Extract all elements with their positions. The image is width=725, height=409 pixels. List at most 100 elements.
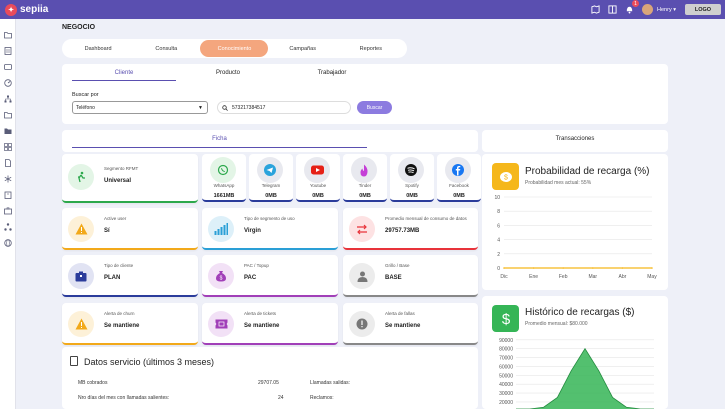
page-title: NEGOCIO <box>62 24 96 31</box>
gauge-icon[interactable] <box>4 79 12 87</box>
tab-reportes[interactable]: Reportes <box>359 45 382 52</box>
data-point <box>621 267 624 269</box>
card-alerta-fallas: Alerta de fallas Se mantiene <box>343 303 478 345</box>
search-by-label: Buscar por <box>72 92 99 98</box>
app-name: Telegram <box>261 183 281 188</box>
series-line <box>516 347 654 409</box>
datos-row-label: Nro días del mes con llamadas salientes: <box>78 395 170 401</box>
brand[interactable]: ✦ sepiia <box>5 3 48 16</box>
historico-recargas-card: $ Histórico de recargas ($) Promedio men… <box>482 296 668 409</box>
tab-transacciones[interactable]: Transacciones <box>555 136 595 142</box>
youtube-icon <box>304 157 330 183</box>
user-icon <box>349 263 375 289</box>
grid-icon[interactable] <box>4 143 12 151</box>
avatar[interactable] <box>642 4 654 15</box>
signal-bars-icon <box>208 216 234 242</box>
card-label: Alerta de tickets <box>244 311 277 316</box>
y-tick-label: 20000 <box>499 400 513 406</box>
search-type-select[interactable]: Teléfono ▼ <box>72 101 208 114</box>
y-tick-label: 90000 <box>499 338 513 344</box>
tab-dashboard[interactable]: Dashboard <box>84 45 112 52</box>
building-icon[interactable] <box>4 191 12 199</box>
card-value: Universal <box>104 178 132 184</box>
tab-ficha[interactable]: Ficha <box>72 136 367 148</box>
bell-icon[interactable]: 1 <box>625 0 640 14</box>
svg-text:$: $ <box>504 174 508 181</box>
globe-icon[interactable] <box>4 239 12 247</box>
card-value: Virgin <box>244 228 261 234</box>
folder-icon[interactable] <box>4 31 12 39</box>
tab-consulta[interactable]: Consulta <box>155 45 178 52</box>
card-label: Alerta de churn <box>104 311 135 316</box>
tab-conocimiento[interactable]: Conocimiento <box>200 40 269 57</box>
snowflake-icon[interactable] <box>4 175 12 183</box>
subtab-producto[interactable]: Producto <box>215 70 240 76</box>
app-whatsapp: WhatsApp 1661MB <box>202 154 246 202</box>
probabilidad-chart: 0 2 4 6 8 10 Dic Ene Feb Mar Abr May <box>494 195 657 280</box>
hierarchy-icon[interactable] <box>4 95 12 103</box>
app-youtube: Youtube 0MB <box>296 154 340 202</box>
svg-text:$: $ <box>220 276 223 282</box>
datos-row-right-label: Reclamos: <box>310 395 334 401</box>
datos-row-right-label: Llamadas salidas: <box>310 380 351 386</box>
network-icon[interactable] <box>4 223 12 231</box>
folder-open-icon[interactable] <box>4 111 12 119</box>
y-tick-label: 70000 <box>499 356 513 362</box>
notification-badge: 1 <box>632 0 640 7</box>
chart-title: Histórico de recargas ($) <box>525 307 635 318</box>
app-value: 1661MB <box>213 193 235 199</box>
search-button[interactable]: Buscar <box>357 101 392 114</box>
user-menu[interactable]: Henry ▾ <box>657 6 676 13</box>
x-tick-label: Ene <box>529 274 538 280</box>
map-icon[interactable] <box>591 5 600 14</box>
card-tipo-segmento-uso: Tipo de segmento de uso Virgin <box>202 208 338 250</box>
card-value: Se mantiene <box>244 323 280 329</box>
x-tick-label: Abr <box>619 274 627 280</box>
box-icon <box>68 263 94 289</box>
chart-subtitle: Promedio mensual: $80.000 <box>525 321 588 327</box>
app-name: Spotify <box>405 183 419 188</box>
subtab-trabajador[interactable]: Trabajador <box>317 70 347 76</box>
chevron-down-icon: ▼ <box>198 105 203 111</box>
transfer-arrows-icon <box>349 216 375 242</box>
app-spotify: Spotify 0MB <box>390 154 434 202</box>
data-point <box>532 267 535 269</box>
app-facebook: Facebook 0MB <box>437 154 481 202</box>
y-tick-label: 0 <box>497 266 500 272</box>
document-icon <box>70 356 78 366</box>
app-tinder: Tinder 0MB <box>343 154 387 202</box>
card-tipo-cliente: Tipo de cliente PLAN <box>62 255 198 297</box>
list-icon[interactable] <box>4 47 12 55</box>
series-area <box>516 348 654 409</box>
data-point <box>503 267 505 269</box>
data-point <box>651 267 653 269</box>
facebook-icon <box>445 157 471 183</box>
card-value: BASE <box>385 275 402 281</box>
document-icon[interactable] <box>4 159 12 167</box>
y-tick-label: 30000 <box>499 391 513 397</box>
app-name: Facebook <box>449 183 469 188</box>
archive-icon[interactable] <box>4 127 12 135</box>
warning-icon <box>68 311 94 337</box>
card-value: Sí <box>104 228 110 234</box>
phone-input[interactable]: 573217384517 <box>217 101 351 114</box>
coin-icon: $ <box>492 163 519 190</box>
book-icon[interactable] <box>608 5 617 14</box>
card-promedio-consumo-datos: Promedio mensual de consumo de datos 297… <box>343 208 478 250</box>
app-name: Youtube <box>309 183 327 188</box>
data-point <box>562 267 564 269</box>
svg-text:$: $ <box>501 311 510 327</box>
subtab-cliente[interactable]: Cliente <box>72 70 176 81</box>
historico-chart: 20000 30000 40000 50000 60000 70000 80000 90000 <box>499 338 654 409</box>
wallet-icon[interactable] <box>4 63 12 71</box>
card-value: PAC <box>244 275 257 281</box>
top-bar: ✦ sepiia 1 Henry ▾ LOGO <box>0 0 725 19</box>
y-tick-label: 50000 <box>499 373 513 379</box>
chart-subtitle: Probabilidad mes actual: 55% <box>525 180 592 186</box>
card-label: Alerta de fallas <box>385 311 415 316</box>
card-value: Se mantiene <box>385 323 421 329</box>
tab-campanas[interactable]: Campañas <box>289 45 316 52</box>
card-value: 29757.73MB <box>385 228 420 234</box>
briefcase-icon[interactable] <box>4 207 12 215</box>
phone-value: 573217384517 <box>232 104 266 111</box>
